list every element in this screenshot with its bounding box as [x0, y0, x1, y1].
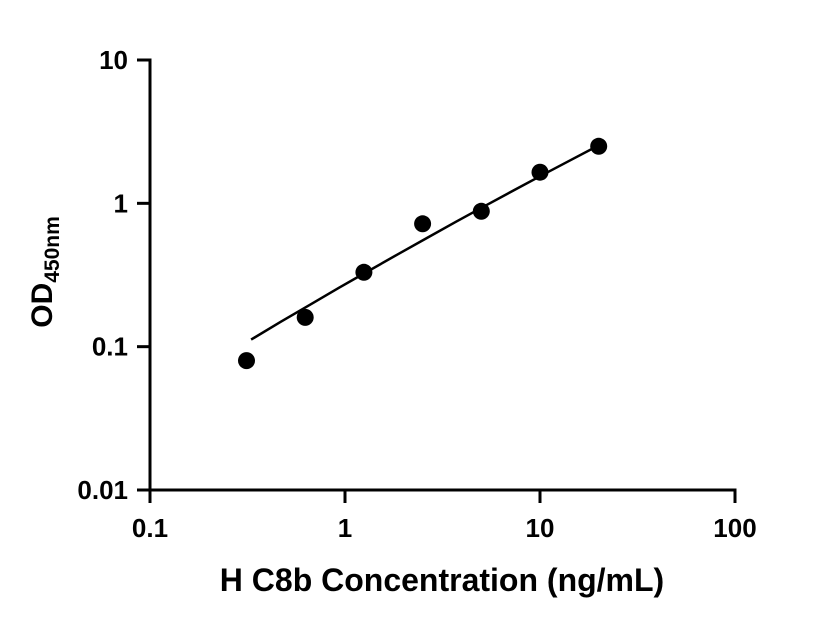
x-tick-label: 1 — [338, 513, 352, 543]
y-axis-title-sub: 450nm — [41, 216, 64, 283]
y-tick-label: 10 — [99, 45, 128, 75]
x-axis-title: H C8b Concentration (ng/mL) — [220, 562, 664, 598]
data-point — [472, 202, 490, 220]
y-axis-title-main: OD — [26, 283, 59, 328]
ticks-group — [137, 58, 737, 503]
x-tick-label: 10 — [526, 513, 555, 543]
axes-group — [148, 58, 737, 492]
y-tick-label: 1 — [114, 188, 128, 218]
data-point — [296, 308, 314, 326]
y-tick-label: 0.01 — [77, 475, 128, 505]
series-group — [238, 137, 608, 370]
data-point — [531, 163, 549, 181]
x-tick-label: 100 — [713, 513, 756, 543]
data-point — [238, 352, 255, 370]
y-axis-title: OD450nm — [26, 216, 64, 328]
x-tick-label: 0.1 — [132, 513, 168, 543]
data-point — [590, 137, 608, 155]
y-tick-label: 0.1 — [92, 332, 128, 362]
data-point — [414, 215, 432, 233]
data-point — [355, 263, 373, 281]
